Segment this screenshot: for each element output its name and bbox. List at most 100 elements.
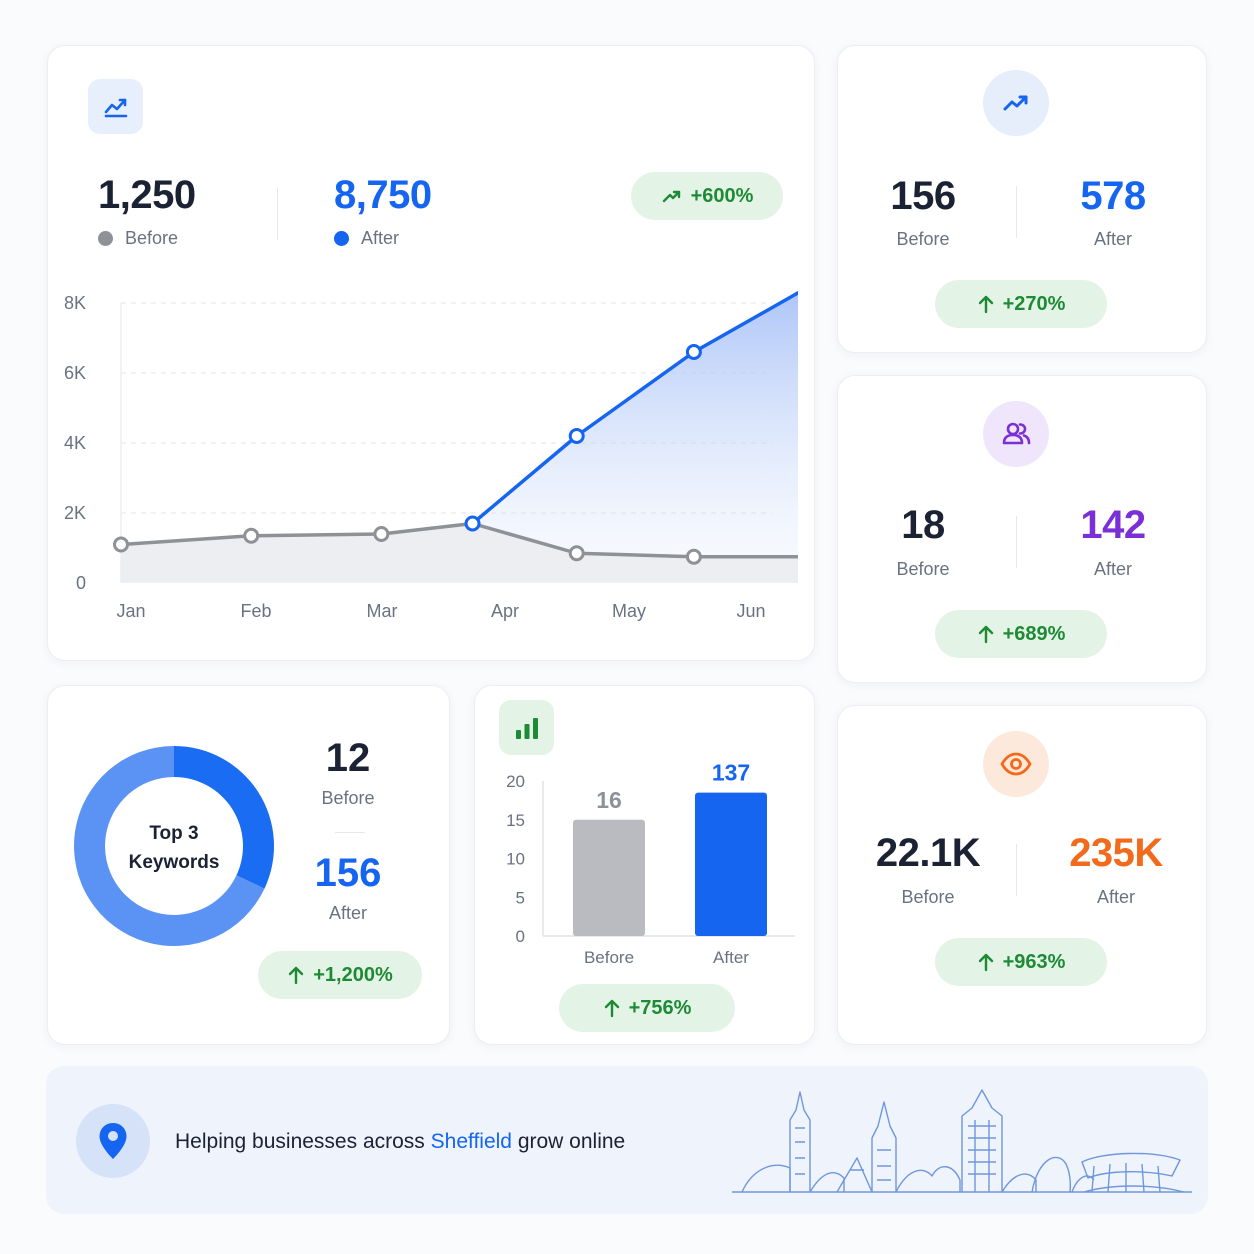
x-tick-label: May xyxy=(612,601,646,621)
after-data-point xyxy=(685,344,702,360)
users-card: 18 Before 142 After +689% xyxy=(837,375,1207,683)
traffic-after-value: 8,750 xyxy=(334,173,432,217)
growth-change-badge: +270% xyxy=(935,280,1107,328)
users-change-badge: +689% xyxy=(935,610,1107,658)
y-tick-label: 10 xyxy=(506,850,525,869)
users-after-label: After xyxy=(1093,559,1132,579)
growth-before-value: 156 xyxy=(890,174,956,218)
y-tick-label: 2K xyxy=(64,503,86,523)
keywords-after-value: 156 xyxy=(314,851,382,895)
y-tick-label: 4K xyxy=(64,433,86,453)
x-tick-label: Before xyxy=(584,948,634,967)
views-change-badge: +963% xyxy=(935,938,1107,986)
views-before-value: 22.1K xyxy=(875,831,981,875)
views-after-value: 235K xyxy=(1069,831,1163,875)
traffic-after-label: After xyxy=(361,228,400,248)
views-divider xyxy=(1016,844,1017,896)
users-before-value: 18 xyxy=(901,503,945,547)
users-after-value: 142 xyxy=(1080,503,1146,547)
users-before-label: Before xyxy=(896,559,950,579)
x-tick-label: Jun xyxy=(736,601,765,621)
users-icon xyxy=(983,401,1049,467)
growth-card: 156 Before 578 After +270% xyxy=(837,45,1207,353)
x-tick-label: Feb xyxy=(240,601,271,621)
before-dot xyxy=(98,231,113,246)
bar-before xyxy=(573,819,645,936)
keywords-after-slice xyxy=(74,746,265,946)
after-dot xyxy=(334,231,349,246)
trend-arrow-icon xyxy=(662,190,680,203)
footer-text-after: grow online xyxy=(512,1130,626,1153)
arrow-up-icon xyxy=(604,999,619,1018)
y-tick-label: 6K xyxy=(64,363,86,383)
keywords-after-label: After xyxy=(328,903,367,923)
traffic-before-label: Before xyxy=(125,228,179,248)
bar-after xyxy=(695,792,767,936)
after-series-line xyxy=(471,290,798,525)
keywords-change-text: +1,200% xyxy=(313,963,393,986)
x-tick-label: Mar xyxy=(367,601,398,621)
location-pin-icon xyxy=(76,1104,150,1178)
city-skyline-illustration xyxy=(732,1089,1192,1193)
arrow-up-icon xyxy=(289,966,304,985)
keywords-donut-chart xyxy=(74,746,274,946)
before-data-point xyxy=(373,526,390,542)
arrow-up-icon xyxy=(978,953,993,972)
keywords-before-label: Before xyxy=(321,788,375,808)
growth-after-label: After xyxy=(1093,229,1132,249)
x-tick-label: Jan xyxy=(116,601,145,621)
views-card: 22.1K Before 235K After +963% xyxy=(837,705,1207,1045)
bar-value-label: 16 xyxy=(596,787,622,813)
donut-center-line1: Top 3 xyxy=(149,823,199,844)
x-tick-label: After xyxy=(713,948,749,967)
y-tick-label: 8K xyxy=(64,293,86,313)
before-after-bar-chart: 0 5 10 15 20 16 137 Before After xyxy=(506,760,795,967)
keywords-change-badge: +1,200% xyxy=(258,951,422,999)
before-data-point xyxy=(113,536,129,553)
x-tick-label: Apr xyxy=(491,601,519,621)
after-data-point xyxy=(464,515,481,532)
bars-change-text: +756% xyxy=(628,996,692,1019)
growth-after-value: 578 xyxy=(1080,174,1146,218)
after-area xyxy=(472,292,798,557)
eye-icon xyxy=(983,731,1049,797)
y-tick-label: 15 xyxy=(506,811,525,830)
arrow-up-icon xyxy=(978,625,993,644)
users-change-text: +689% xyxy=(1002,622,1066,645)
keywords-card: Top 3 Keywords 12 Before 156 After +1,20… xyxy=(47,685,450,1045)
bar-chart-icon xyxy=(499,700,554,755)
growth-change-text: +270% xyxy=(1002,292,1066,315)
views-before-label: Before xyxy=(901,887,955,907)
traffic-before-value: 1,250 xyxy=(98,173,196,217)
y-tick-label: 0 xyxy=(516,927,525,946)
trending-up-icon xyxy=(983,70,1049,136)
bar-value-label: 137 xyxy=(712,760,750,786)
bars-change-badge: +756% xyxy=(559,984,735,1032)
donut-center-line2: Keywords xyxy=(128,852,220,873)
keywords-before-slice xyxy=(174,746,274,889)
users-divider xyxy=(1016,516,1017,568)
keywords-before-value: 12 xyxy=(325,736,371,780)
footer-text: Helping businesses across Sheffield grow… xyxy=(175,1130,625,1154)
growth-divider xyxy=(1016,186,1017,238)
before-data-point xyxy=(243,527,260,544)
y-tick-label: 0 xyxy=(76,573,86,593)
views-after-label: After xyxy=(1096,887,1135,907)
before-data-point xyxy=(685,548,702,565)
y-tick-label: 5 xyxy=(516,888,525,907)
footer-city: Sheffield xyxy=(430,1130,512,1153)
keywords-divider xyxy=(335,832,365,833)
footer-text-before: Helping businesses across xyxy=(175,1130,431,1153)
y-tick-label: 20 xyxy=(506,772,525,791)
footer-banner: Helping businesses across Sheffield grow… xyxy=(46,1066,1208,1214)
before-data-point xyxy=(568,545,585,562)
donut-center-label: Top 3 Keywords xyxy=(114,819,234,877)
chart-line-icon xyxy=(88,79,143,134)
views-change-text: +963% xyxy=(1002,950,1066,973)
traffic-card: 1,250 Before 8,750 After +600% 0 2K 4K 6K 8K… xyxy=(47,45,815,661)
traffic-change-text: +600% xyxy=(690,184,754,207)
traffic-line-chart: 0 2K 4K 6K 8K Jan Feb Mar Apr May Jun xyxy=(64,290,798,621)
before-area xyxy=(121,523,798,583)
traffic-after-legend: After xyxy=(334,228,399,249)
growth-before-label: Before xyxy=(896,229,950,249)
